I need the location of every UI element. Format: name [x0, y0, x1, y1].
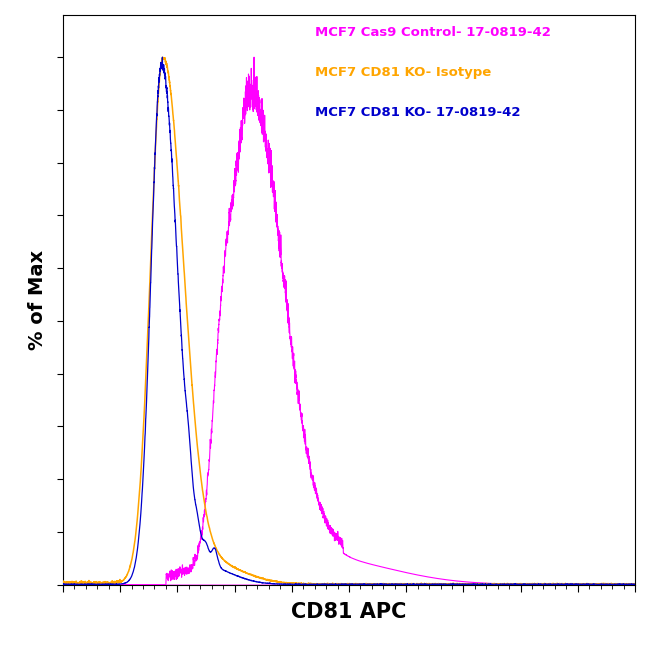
Text: MCF7 Cas9 Control- 17-0819-42: MCF7 Cas9 Control- 17-0819-42	[315, 27, 551, 40]
Text: MCF7 CD81 KO- Isotype: MCF7 CD81 KO- Isotype	[315, 66, 491, 79]
X-axis label: CD81 APC: CD81 APC	[291, 602, 407, 622]
Text: MCF7 CD81 KO- 17-0819-42: MCF7 CD81 KO- 17-0819-42	[315, 106, 520, 119]
Y-axis label: % of Max: % of Max	[28, 250, 47, 350]
